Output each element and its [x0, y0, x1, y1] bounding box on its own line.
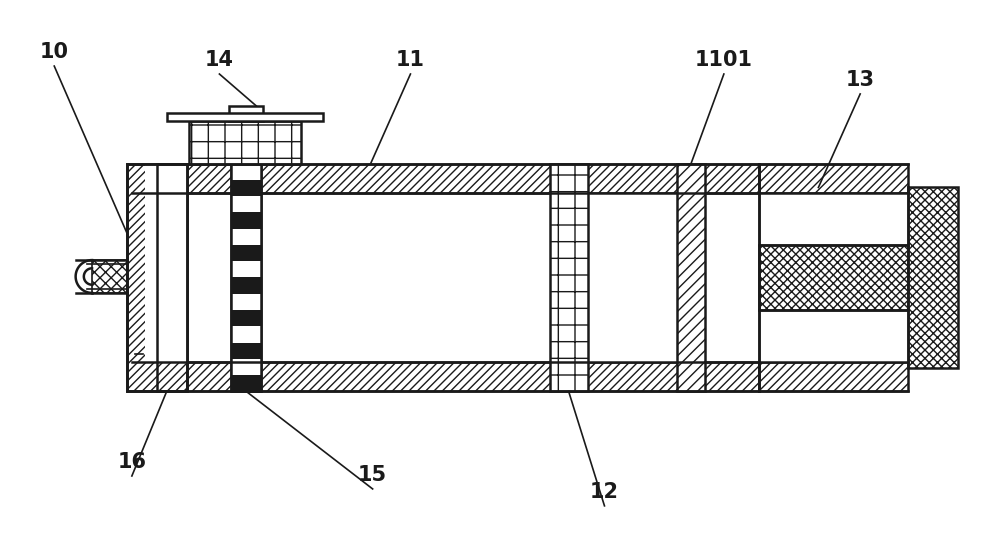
Bar	[229, 106, 263, 121]
Bar	[231, 245, 261, 261]
Bar	[231, 294, 261, 310]
Bar	[231, 213, 261, 229]
Text: 1101: 1101	[695, 50, 753, 70]
Bar	[759, 361, 908, 391]
Bar	[231, 375, 261, 391]
Bar	[231, 310, 261, 326]
Bar	[759, 245, 908, 310]
Bar	[127, 164, 187, 391]
Bar	[759, 310, 908, 361]
Bar	[231, 196, 261, 213]
Bar	[187, 194, 759, 361]
Bar	[157, 361, 759, 391]
Bar	[231, 326, 261, 342]
Bar	[145, 164, 187, 361]
Bar	[157, 164, 759, 194]
Bar	[231, 180, 261, 196]
Bar	[231, 164, 261, 391]
Bar	[231, 261, 261, 278]
Bar	[167, 113, 323, 121]
Text: 13: 13	[846, 70, 875, 90]
Bar	[231, 164, 261, 391]
Text: 16: 16	[117, 452, 146, 472]
Text: 10: 10	[40, 42, 69, 62]
Bar	[231, 342, 261, 359]
Bar	[231, 359, 261, 375]
Text: 14: 14	[205, 50, 234, 70]
Bar	[231, 278, 261, 294]
Bar	[550, 164, 588, 391]
Bar	[187, 194, 759, 361]
Bar	[908, 188, 958, 367]
Bar	[588, 194, 677, 361]
Bar	[677, 164, 705, 391]
Bar	[759, 194, 908, 245]
Text: 11: 11	[396, 50, 425, 70]
Bar	[231, 229, 261, 245]
Bar	[92, 260, 127, 293]
Text: 12: 12	[590, 482, 619, 502]
Bar	[231, 164, 261, 180]
Bar	[189, 121, 301, 164]
Bar	[759, 164, 908, 194]
Bar	[157, 164, 759, 391]
Bar	[127, 164, 187, 391]
Text: 15: 15	[358, 465, 387, 485]
